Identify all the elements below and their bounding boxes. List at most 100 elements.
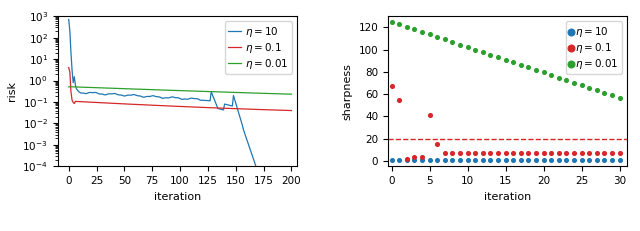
$\eta = 0.01$ [614, 96, 625, 100]
$\eta = 0.1$ [66, 71, 74, 73]
$\eta = 0.1$ [387, 84, 397, 88]
$\eta = 0.1$ [394, 98, 404, 101]
$\eta = 0.01$ [287, 93, 295, 96]
$\eta = 0.1$ [185, 106, 193, 108]
$\eta = 0.01$ [67, 85, 75, 88]
$\eta = 0.1$ [410, 155, 420, 159]
$\eta = 10$ [485, 158, 495, 162]
X-axis label: iteration: iteration [154, 191, 201, 202]
$\eta = 10$ [538, 158, 548, 162]
$\eta = 0.1$ [592, 151, 602, 155]
$\eta = 10$ [531, 158, 541, 162]
$\eta = 10$ [599, 158, 609, 162]
$\eta = 10$ [158, 97, 166, 100]
$\eta = 0.1$ [607, 151, 617, 155]
$\eta = 0.1$ [485, 151, 495, 155]
$\eta = 10$ [287, 176, 295, 179]
$\eta = 10$ [614, 158, 625, 162]
$\eta = 10$ [577, 158, 587, 162]
$\eta = 0.1$ [508, 151, 518, 155]
$\eta = 0.01$ [546, 73, 556, 77]
$\eta = 0.1$ [85, 101, 93, 103]
$\eta = 0.1$ [569, 151, 579, 155]
$\eta = 0.01$ [402, 25, 412, 29]
$\eta = 0.01$ [607, 93, 617, 97]
$\eta = 0.1$ [269, 109, 276, 111]
$\eta = 10$ [85, 91, 93, 94]
$\eta = 10$ [592, 158, 602, 162]
$\eta = 0.1$ [493, 151, 503, 155]
$\eta = 0.1$ [554, 151, 564, 155]
$\eta = 0.1$ [577, 151, 587, 155]
Line: $\eta = 10$: $\eta = 10$ [68, 19, 291, 178]
$\eta = 0.1$ [65, 66, 72, 69]
Legend: $\eta = 10$, $\eta = 0.1$, $\eta = 0.01$: $\eta = 10$, $\eta = 0.1$, $\eta = 0.01$ [566, 21, 622, 74]
$\eta = 0.1$ [402, 157, 412, 160]
Legend: $\eta = 10$, $\eta = 0.1$, $\eta = 0.01$: $\eta = 10$, $\eta = 0.1$, $\eta = 0.01$ [225, 21, 292, 74]
$\eta = 10$ [463, 158, 473, 162]
$\eta = 10$ [508, 158, 518, 162]
$\eta = 0.1$ [538, 151, 548, 155]
$\eta = 0.01$ [463, 45, 473, 49]
$\eta = 0.01$ [485, 53, 495, 57]
$\eta = 10$ [65, 18, 72, 21]
$\eta = 10$ [493, 158, 503, 162]
$\eta = 0.1$ [447, 151, 458, 155]
$\eta = 0.01$ [500, 58, 511, 62]
$\eta = 0.1$ [432, 142, 442, 146]
$\eta = 10$ [410, 158, 420, 162]
$\eta = 0.01$ [538, 71, 548, 74]
$\eta = 10$ [432, 158, 442, 162]
$\eta = 0.1$ [584, 151, 595, 155]
$\eta = 0.01$ [65, 86, 72, 88]
$\eta = 10$ [516, 158, 526, 162]
$\eta = 10$ [387, 158, 397, 162]
$\eta = 0.01$ [147, 88, 155, 91]
$\eta = 10$ [447, 158, 458, 162]
$\eta = 10$ [561, 158, 572, 162]
$\eta = 0.01$ [387, 20, 397, 24]
$\eta = 0.01$ [394, 22, 404, 26]
$\eta = 10$ [146, 95, 154, 98]
$\eta = 10$ [477, 158, 488, 162]
$\eta = 0.1$ [440, 151, 450, 155]
X-axis label: iteration: iteration [484, 191, 531, 202]
$\eta = 10$ [417, 158, 427, 162]
$\eta = 0.1$ [531, 151, 541, 155]
$\eta = 0.1$ [561, 151, 572, 155]
$\eta = 10$ [424, 158, 435, 162]
$\eta = 0.01$ [269, 92, 277, 95]
$\eta = 0.1$ [463, 151, 473, 155]
Y-axis label: risk: risk [7, 81, 17, 101]
$\eta = 10$ [269, 176, 277, 179]
$\eta = 0.01$ [66, 85, 74, 88]
$\eta = 0.01$ [592, 88, 602, 92]
$\eta = 10$ [394, 158, 404, 162]
Y-axis label: sharpness: sharpness [343, 63, 353, 120]
Line: $\eta = 0.01$: $\eta = 0.01$ [68, 87, 291, 94]
$\eta = 0.1$ [287, 109, 295, 112]
$\eta = 10$ [440, 158, 450, 162]
$\eta = 0.1$ [500, 151, 511, 155]
$\eta = 0.01$ [599, 91, 609, 94]
$\eta = 10$ [569, 158, 579, 162]
$\eta = 0.01$ [424, 33, 435, 36]
$\eta = 10$ [257, 176, 264, 179]
$\eta = 10$ [546, 158, 556, 162]
$\eta = 0.1$ [470, 151, 481, 155]
$\eta = 0.01$ [569, 81, 579, 85]
$\eta = 0.1$ [524, 151, 534, 155]
$\eta = 0.01$ [440, 38, 450, 41]
$\eta = 0.01$ [561, 78, 572, 82]
$\eta = 0.01$ [477, 50, 488, 54]
$\eta = 0.1$ [146, 104, 154, 106]
$\eta = 0.01$ [524, 66, 534, 69]
$\eta = 0.01$ [531, 68, 541, 72]
$\eta = 0.01$ [584, 86, 595, 89]
$\eta = 0.01$ [470, 48, 481, 52]
$\eta = 0.01$ [516, 63, 526, 67]
$\eta = 0.01$ [577, 83, 587, 87]
$\eta = 0.1$ [546, 151, 556, 155]
$\eta = 0.1$ [516, 151, 526, 155]
$\eta = 0.1$ [477, 151, 488, 155]
